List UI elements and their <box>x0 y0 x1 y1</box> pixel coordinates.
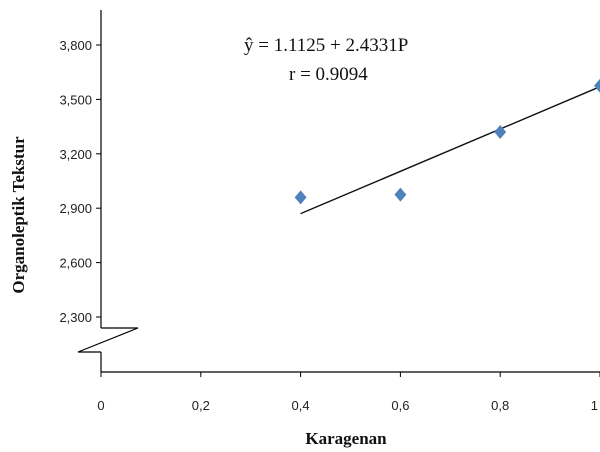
x-tick-label: 1 <box>591 398 598 413</box>
y-axis-title: Organoleptik Tekstur <box>9 136 28 294</box>
y-tick-label: 2,300 <box>59 310 92 325</box>
data-point-diamond <box>594 78 600 93</box>
x-axis-title: Karagenan <box>305 429 387 448</box>
y-tick-label: 3,500 <box>59 92 92 107</box>
data-points <box>294 78 600 205</box>
x-tick-label: 0 <box>97 398 104 413</box>
data-point-diamond <box>294 190 307 205</box>
x-tick-label: 0,4 <box>292 398 310 413</box>
y-tick-label: 2,600 <box>59 256 92 271</box>
x-axis-ticks: 0 0,2 0,4 0,6 0,8 1 <box>97 372 600 413</box>
x-tick-label: 0,2 <box>192 398 210 413</box>
y-tick-label: 3,200 <box>59 147 92 162</box>
data-point-diamond <box>494 125 507 140</box>
x-tick-label: 0,8 <box>491 398 509 413</box>
regression-equation: ŷ = 1.1125 + 2.4331P <box>244 35 408 56</box>
y-tick-label: 2,900 <box>59 201 92 216</box>
x-tick-label: 0,6 <box>391 398 409 413</box>
trendline <box>300 86 600 215</box>
y-axis-ticks: 2,300 2,600 2,900 3,200 3,500 3,800 <box>59 38 101 325</box>
correlation-coefficient: r = 0.9094 <box>289 64 368 85</box>
y-axis-break <box>77 327 139 353</box>
data-point-diamond <box>394 187 407 202</box>
y-tick-label: 3,800 <box>59 38 92 53</box>
